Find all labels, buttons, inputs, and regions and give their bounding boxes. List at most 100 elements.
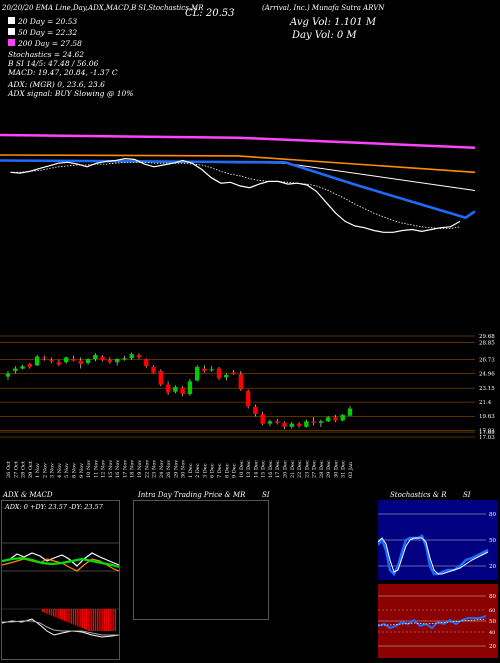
candle <box>209 366 214 372</box>
moving-average-lines <box>0 133 476 233</box>
macd-histogram-bar <box>108 609 110 631</box>
macd-histogram-bar <box>81 609 83 629</box>
candle <box>187 378 193 396</box>
rsi-level-40: 40 <box>489 630 495 636</box>
candle-body <box>289 423 294 427</box>
adx-macd-chart <box>1 501 120 638</box>
candle <box>304 419 309 428</box>
candle-body <box>20 366 25 369</box>
avg-volume: Avg Vol: 1.101 M <box>290 17 377 28</box>
macd-histogram-bar <box>48 609 50 615</box>
candle <box>20 364 25 370</box>
candle <box>129 352 134 360</box>
date-label: 29 Nov <box>173 460 179 478</box>
price-level-label: 21.4 <box>479 400 492 406</box>
close-price: CL: 20.53 <box>185 8 235 19</box>
candle-body <box>71 358 76 361</box>
candle-body <box>224 374 229 378</box>
date-label: 23 Dec <box>304 460 310 478</box>
intraday-panel-title-right: SI <box>262 491 270 499</box>
candle-body <box>27 363 33 367</box>
price-level-label: 29.68 <box>479 334 495 340</box>
candle-body <box>13 368 18 371</box>
candle <box>5 370 11 380</box>
date-label: 3 Nov <box>50 463 56 478</box>
candle <box>64 356 69 364</box>
candle-body <box>122 358 127 360</box>
stoch-d-line <box>377 537 489 575</box>
candle <box>100 355 105 362</box>
day-volume: Day Vol: 0 M <box>292 30 357 41</box>
rsi-line <box>377 615 487 630</box>
macd-histogram-bar <box>105 609 108 631</box>
candle <box>71 355 76 362</box>
candle <box>296 422 302 428</box>
macd-histogram-bar <box>86 609 88 630</box>
candle <box>122 355 127 361</box>
bsi-readout: B SI 14/5: 47.48 / 56.06 <box>8 59 99 68</box>
candle-body <box>114 358 120 363</box>
ma20-swatch-icon <box>8 17 15 24</box>
macd-histogram-bar <box>92 609 94 631</box>
macd-histogram-bar <box>70 609 72 624</box>
price-level-label: 24.96 <box>479 372 495 378</box>
candle <box>267 419 273 427</box>
price-level-label: 17.83 <box>479 429 495 435</box>
adx-panel-readout: ADX: 0 +DY: 23.57 -DY: 23.57 <box>5 503 103 511</box>
date-label: 26 Oct <box>6 461 12 478</box>
candle <box>144 358 149 368</box>
candle <box>107 357 113 364</box>
candle <box>340 414 345 422</box>
stoch-readout: Stochastics = 24.62 <box>8 50 85 59</box>
price-level-label: 26.73 <box>479 358 495 364</box>
candle-body <box>260 414 265 424</box>
candle-body <box>282 422 287 427</box>
candle-body <box>173 386 178 392</box>
macd-histogram-bar <box>83 609 86 630</box>
date-label: 13 Dec <box>246 460 252 478</box>
candle <box>216 366 222 380</box>
date-label: 14 Dec <box>253 460 259 478</box>
macd-histogram-bar <box>68 609 70 623</box>
candle <box>136 353 142 359</box>
candle-body <box>216 368 222 379</box>
date-label: 9 Dec <box>232 463 238 478</box>
macd-histogram-bar <box>94 609 97 631</box>
date-label: 1 Nov <box>35 463 41 478</box>
candle <box>333 414 338 423</box>
candle <box>56 359 62 367</box>
candle-body <box>253 406 258 415</box>
date-label: 21 Dec <box>290 460 296 478</box>
macd-histogram-bar <box>42 609 44 612</box>
date-label: 7 Dec <box>217 463 223 478</box>
stoch-k-line <box>377 534 489 577</box>
macd-histogram-bar <box>88 609 90 631</box>
date-label: 26 Nov <box>166 460 172 478</box>
date-label: 8 Dec <box>224 463 230 478</box>
macd-histogram-bar <box>72 609 75 625</box>
candle <box>173 385 178 394</box>
macd-histogram-bar <box>46 609 48 614</box>
adx-signal: ADX signal: BUY Slowing @ 10% <box>8 89 134 98</box>
stoch-level-50: 50 <box>489 538 496 544</box>
candle-body <box>347 408 353 416</box>
candle-body <box>129 354 134 359</box>
macd-histogram-bar <box>61 609 64 621</box>
ma20-readout: 20 Day = 20.53 <box>8 17 77 26</box>
date-label: 22 Nov <box>144 460 150 478</box>
plus-di-line <box>1 552 120 567</box>
stoch-panel-title: Stochastics & R <box>390 491 447 499</box>
candle-body <box>107 359 113 363</box>
date-label: 17 Nov <box>122 460 128 478</box>
date-label: 15 Nov <box>108 460 114 478</box>
date-label: 27 Oct <box>13 461 19 478</box>
date-label: 11 Nov <box>93 460 99 478</box>
candle-body <box>144 358 149 367</box>
candle-body <box>187 381 193 395</box>
adx-readout: ADX: (MGR) 0, 23.6, 23.6 <box>8 80 105 89</box>
candle-body <box>151 366 156 373</box>
candle-body <box>267 421 273 424</box>
candle <box>275 418 280 425</box>
candle-body <box>194 366 200 381</box>
candle <box>49 357 54 363</box>
